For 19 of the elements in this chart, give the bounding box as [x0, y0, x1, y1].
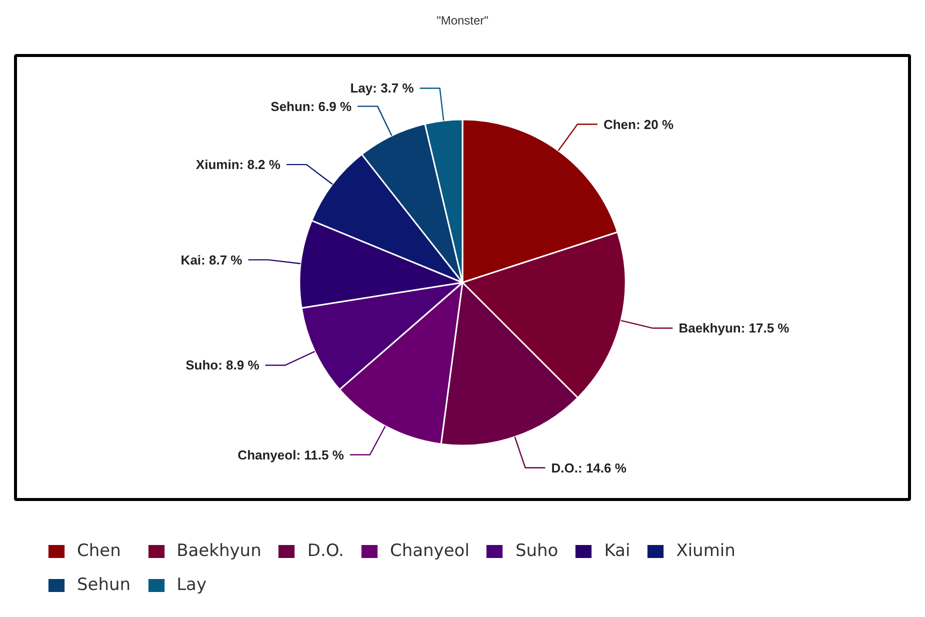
chart-title: "Monster" [436, 14, 488, 28]
data-label: D.O.: 14.6 % [551, 460, 627, 476]
legend-label: Chanyeol [390, 541, 470, 561]
legend-label: Suho [515, 541, 558, 561]
legend-label: D.O. [307, 541, 344, 561]
legend-label: Sehun [77, 575, 131, 595]
data-label: Kai: 8.7 % [180, 252, 243, 268]
legend-label: Kai [604, 541, 630, 561]
legend-label: Chen [77, 541, 121, 561]
data-label: Lay: 3.7 % [350, 80, 414, 96]
data-label: Baekhyun: 17.5 % [678, 320, 790, 336]
legend-label: Lay [176, 575, 207, 595]
data-label: Chanyeol: 11.5 % [238, 447, 344, 462]
data-label: Chen: 20 % [603, 116, 674, 132]
legend-label: Baekhyun [176, 541, 262, 561]
legend-label: Xiumin [676, 541, 736, 561]
data-label: Xiumin: 8.2 % [196, 157, 281, 172]
data-label: Sehun: 6.9 % [270, 98, 352, 114]
data-label: Suho: 8.9 % [186, 358, 260, 373]
